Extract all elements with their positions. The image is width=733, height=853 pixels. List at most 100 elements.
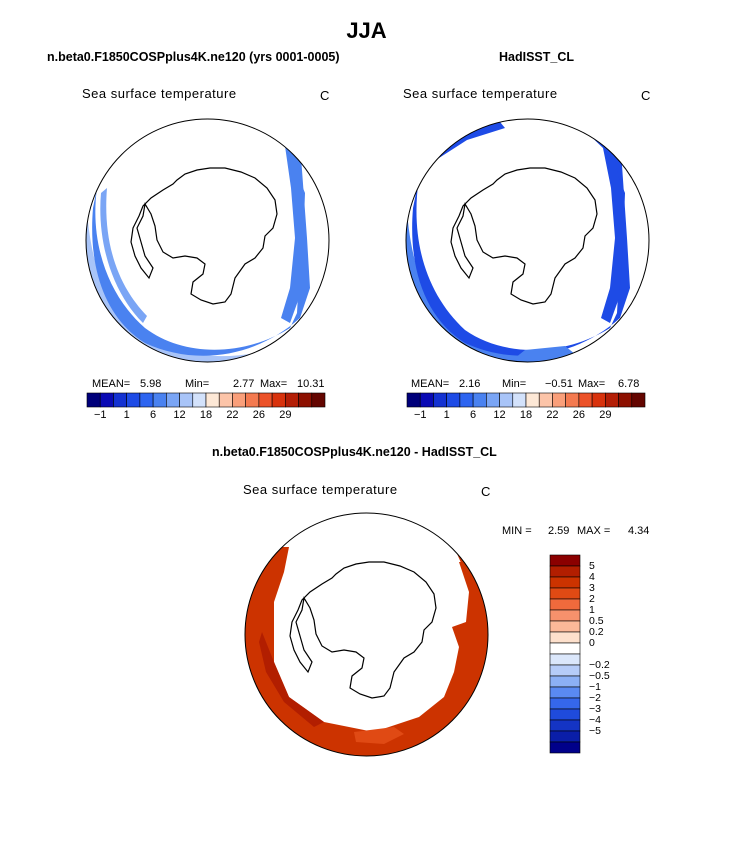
colorbar-tick-label: 3 <box>589 582 595 594</box>
colorbar-tick-label: −5 <box>589 725 601 737</box>
panel-diff-title: n.beta0.F1850COSPplus4K.ne120 - HadISST_… <box>212 445 497 459</box>
colorbar-tick-label: 1 <box>123 409 130 421</box>
colorbar-swatch <box>166 392 180 408</box>
sst-band-east <box>281 144 305 323</box>
colorbar-tick-label: 2 <box>589 593 595 605</box>
panel-obs-colorbar <box>406 392 646 408</box>
colorbar-swatch <box>472 392 487 408</box>
colorbar-swatch <box>549 631 581 644</box>
panel-diff-map <box>244 512 489 757</box>
colorbar-tick-label: 22 <box>546 409 559 421</box>
colorbar-swatch <box>152 392 167 408</box>
panel-diff-min-label: MIN = <box>502 525 532 537</box>
antarctica-coastline <box>450 167 598 305</box>
colorbar-tick-label: 0 <box>589 637 595 649</box>
panel-obs-variable: Sea surface temperature <box>403 86 558 101</box>
colorbar-swatch <box>549 730 581 743</box>
colorbar-swatch <box>549 598 581 611</box>
colorbar-swatch <box>549 642 581 655</box>
panel-model-mean: 5.98 <box>140 378 162 390</box>
panel-obs-map <box>405 118 650 363</box>
colorbar-swatch <box>113 392 127 408</box>
colorbar-tick-label: 6 <box>470 409 477 421</box>
panel-diff-units: C <box>481 484 491 499</box>
colorbar-tick-label: 6 <box>150 409 157 421</box>
colorbar-swatch <box>549 653 581 666</box>
colorbar-swatch <box>205 392 220 408</box>
colorbar-swatch <box>433 392 447 408</box>
colorbar-swatch <box>549 741 581 754</box>
colorbar-tick-label: −2 <box>589 692 601 704</box>
panel-model-map <box>85 118 330 363</box>
colorbar-swatch <box>549 686 581 699</box>
sst-band-north <box>435 122 505 158</box>
colorbar-swatch <box>549 554 581 567</box>
colorbar-swatch <box>446 392 461 408</box>
colorbar-swatch <box>486 392 500 408</box>
colorbar-swatch <box>549 587 581 600</box>
panel-model-min-label: Min= <box>185 378 210 390</box>
colorbar-swatch <box>192 392 207 408</box>
colorbar-tick-label: 12 <box>173 409 186 421</box>
panel-model-min: 2.77 <box>233 378 255 390</box>
colorbar-swatch <box>549 708 581 721</box>
colorbar-swatch <box>512 392 527 408</box>
colorbar-tick-label: −4 <box>589 714 601 726</box>
panel-obs-mean-label: MEAN= <box>411 378 450 390</box>
panel-diff-max: 4.34 <box>628 525 650 537</box>
panel-obs-max: 6.78 <box>618 378 640 390</box>
panel-obs-min: −0.51 <box>545 378 573 390</box>
panel-model-mean-label: MEAN= <box>92 378 131 390</box>
panel-diff-colorbar <box>549 554 581 754</box>
colorbar-swatch <box>549 697 581 710</box>
panel-model-title: n.beta0.F1850COSPplus4K.ne120 (yrs 0001-… <box>47 50 340 64</box>
colorbar-swatch <box>245 392 260 408</box>
panel-obs-max-label: Max= <box>578 378 606 390</box>
colorbar-swatch <box>179 392 194 408</box>
map-boundary <box>244 512 489 757</box>
colorbar-tick-label: −1 <box>589 681 601 693</box>
colorbar-swatch <box>139 392 154 408</box>
map-boundary <box>405 118 650 363</box>
colorbar-swatch <box>99 392 114 408</box>
colorbar-tick-label: 0.5 <box>589 615 604 627</box>
panel-obs-title: HadISST_CL <box>499 50 575 64</box>
colorbar-tick-label: −1 <box>413 409 427 421</box>
panel-obs-min-label: Min= <box>502 378 527 390</box>
sst-band-inner <box>100 188 147 323</box>
panel-model-max-label: Max= <box>260 378 288 390</box>
colorbar-swatch <box>549 576 581 589</box>
colorbar-swatch <box>271 392 286 408</box>
panel-obs-mean: 2.16 <box>459 378 481 390</box>
colorbar-swatch <box>499 392 514 408</box>
colorbar-tick-label: 29 <box>279 409 292 421</box>
colorbar-swatch <box>298 392 313 408</box>
colorbar-swatch <box>578 392 593 408</box>
panel-model-colorbar <box>86 392 326 408</box>
colorbar-tick-label: 1 <box>589 604 595 616</box>
map-boundary <box>85 118 330 363</box>
colorbar-swatch <box>605 392 619 408</box>
colorbar-swatch <box>549 664 581 677</box>
colorbar-tick-label: 22 <box>226 409 239 421</box>
colorbar-tick-label: −1 <box>93 409 107 421</box>
colorbar-swatch <box>618 392 633 408</box>
colorbar-tick-label: 1 <box>443 409 450 421</box>
colorbar-tick-label: 26 <box>572 409 585 421</box>
colorbar-swatch <box>549 620 581 633</box>
colorbar-swatch <box>406 392 421 408</box>
colorbar-swatch <box>86 392 101 408</box>
colorbar-swatch <box>549 609 581 622</box>
colorbar-tick-label: −3 <box>589 703 601 715</box>
colorbar-swatch <box>311 392 326 408</box>
colorbar-swatch <box>549 719 581 732</box>
panel-model-variable: Sea surface temperature <box>82 86 237 101</box>
colorbar-swatch <box>126 392 141 408</box>
colorbar-swatch <box>232 392 246 408</box>
colorbar-swatch <box>525 392 540 408</box>
colorbar-swatch <box>459 392 474 408</box>
panel-diff-min: 2.59 <box>548 525 570 537</box>
colorbar-swatch <box>549 675 581 688</box>
colorbar-swatch <box>258 392 273 408</box>
colorbar-swatch <box>285 392 299 408</box>
